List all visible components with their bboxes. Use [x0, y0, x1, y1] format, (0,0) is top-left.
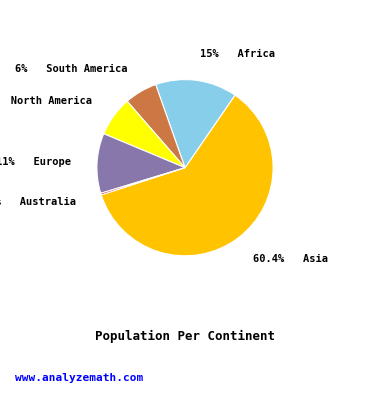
Text: 15%   Africa: 15% Africa — [200, 49, 275, 59]
Wedge shape — [127, 85, 185, 168]
Text: Population Per Continent: Population Per Continent — [95, 330, 275, 344]
Wedge shape — [101, 95, 273, 256]
Text: 7.3%   North America: 7.3% North America — [0, 96, 92, 106]
Text: 6%   South America: 6% South America — [15, 64, 127, 74]
Text: www.analyzemath.com: www.analyzemath.com — [15, 373, 143, 383]
Text: 0.3%   Australia: 0.3% Australia — [0, 197, 76, 207]
Wedge shape — [97, 134, 185, 193]
Text: 60.4%   Asia: 60.4% Asia — [253, 255, 329, 264]
Wedge shape — [156, 80, 235, 168]
Wedge shape — [101, 168, 185, 195]
Text: 11%   Europe: 11% Europe — [0, 157, 71, 167]
Wedge shape — [104, 101, 185, 168]
